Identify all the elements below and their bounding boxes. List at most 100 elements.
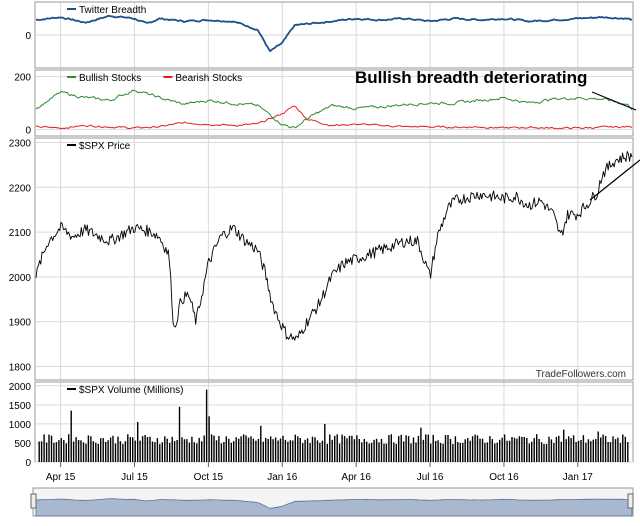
volume-bar <box>223 442 225 462</box>
navigator-handle-left[interactable] <box>30 493 37 509</box>
volume-bar <box>558 435 560 462</box>
volume-bar <box>272 439 274 462</box>
volume-bar <box>107 440 109 462</box>
volume-bar <box>363 439 365 462</box>
volume-bar <box>358 439 360 462</box>
legend-label-breadth-1: Bearish Stocks <box>175 73 242 84</box>
panel-frame-price <box>34 137 634 381</box>
ytick-volume-0: 0 <box>25 458 31 469</box>
xtick-label-6: Oct 16 <box>489 472 519 483</box>
volume-bar <box>479 438 481 462</box>
volume-bar <box>306 438 309 462</box>
volume-bar <box>38 441 40 462</box>
volume-bar <box>572 435 575 462</box>
volume-bar <box>548 436 550 462</box>
xtick-label-1: Jul 15 <box>121 472 148 483</box>
volume-bar <box>144 435 146 462</box>
volume-bar <box>255 440 257 462</box>
ytick-twitter-0: 0 <box>25 31 31 42</box>
volume-bar <box>176 440 178 462</box>
volume-bar <box>58 440 60 462</box>
volume-bar <box>164 436 166 462</box>
volume-bar <box>538 438 540 462</box>
volume-bar <box>430 443 432 462</box>
volume-bar <box>309 443 311 462</box>
volume-bar <box>188 442 191 462</box>
volume-bar <box>314 437 316 462</box>
volume-bar <box>321 440 324 462</box>
ytick-price-0: 1800 <box>9 363 32 374</box>
volume-bar <box>294 434 296 462</box>
volume-bar <box>326 443 328 462</box>
volume-bar <box>173 441 176 462</box>
volume-bar <box>513 437 516 462</box>
volume-bar <box>260 425 262 462</box>
volume-bar <box>117 436 119 462</box>
volume-bar <box>627 442 629 462</box>
volume-bar <box>287 441 289 462</box>
ytick-price-1: 1900 <box>9 318 32 329</box>
volume-bar <box>198 437 200 462</box>
volume-bar <box>82 442 85 462</box>
volume-bar <box>536 434 538 462</box>
volume-bar <box>299 438 301 462</box>
volume-bar <box>262 441 264 462</box>
series-line-bullish-stocks <box>35 89 633 129</box>
volume-bar <box>55 442 58 462</box>
volume-bar <box>311 436 314 462</box>
volume-bar <box>205 389 208 462</box>
ytick-price-5: 2300 <box>9 138 32 149</box>
volume-bar <box>390 434 392 462</box>
volume-bar <box>533 438 535 462</box>
volume-bar <box>193 442 195 462</box>
volume-bar <box>154 442 156 462</box>
series-line-bearish-stocks <box>35 105 633 130</box>
volume-bar <box>442 443 444 462</box>
volume-bar <box>63 440 65 462</box>
volume-bar <box>469 440 471 462</box>
volume-bar <box>183 439 186 462</box>
volume-bar <box>102 438 104 462</box>
ytick-breadth-1: 200 <box>14 73 31 84</box>
volume-bar <box>412 437 415 462</box>
volume-bar <box>159 444 161 462</box>
volume-bar <box>65 443 67 462</box>
volume-bar <box>87 435 90 462</box>
volume-bar <box>316 440 319 462</box>
volume-bar <box>415 442 417 462</box>
volume-bar <box>503 434 506 462</box>
volume-bar <box>417 435 420 462</box>
navigator-area <box>35 498 633 517</box>
xtick-label-4: Apr 16 <box>341 472 371 483</box>
volume-bar <box>186 439 188 462</box>
ytick-breadth-0: 0 <box>25 125 31 136</box>
volume-bar <box>75 437 77 462</box>
volume-bar <box>385 443 388 462</box>
volume-bar <box>331 439 333 462</box>
legend-label-volume-0: $SPX Volume (Millions) <box>79 385 183 396</box>
volume-bar <box>545 444 548 462</box>
volume-bar <box>570 438 572 462</box>
volume-bar <box>604 436 607 462</box>
volume-bar <box>617 437 619 462</box>
volume-bar <box>622 434 624 462</box>
volume-bar <box>531 441 533 462</box>
volume-bar <box>156 438 159 462</box>
volume-bar <box>543 444 545 462</box>
volume-bar <box>233 441 235 462</box>
volume-bar <box>297 436 299 462</box>
volume-bar <box>85 443 87 462</box>
volume-bar <box>151 441 154 462</box>
volume-bar <box>590 441 592 462</box>
xtick-label-5: Jul 16 <box>417 472 444 483</box>
volume-bar <box>329 434 331 462</box>
volume-bar <box>471 436 474 462</box>
volume-bar <box>112 435 114 462</box>
volume-bar <box>191 436 193 462</box>
navigator-handle-right[interactable] <box>627 493 634 509</box>
volume-bar <box>48 434 50 462</box>
volume-bar <box>422 439 425 462</box>
volume-bar <box>508 440 511 462</box>
